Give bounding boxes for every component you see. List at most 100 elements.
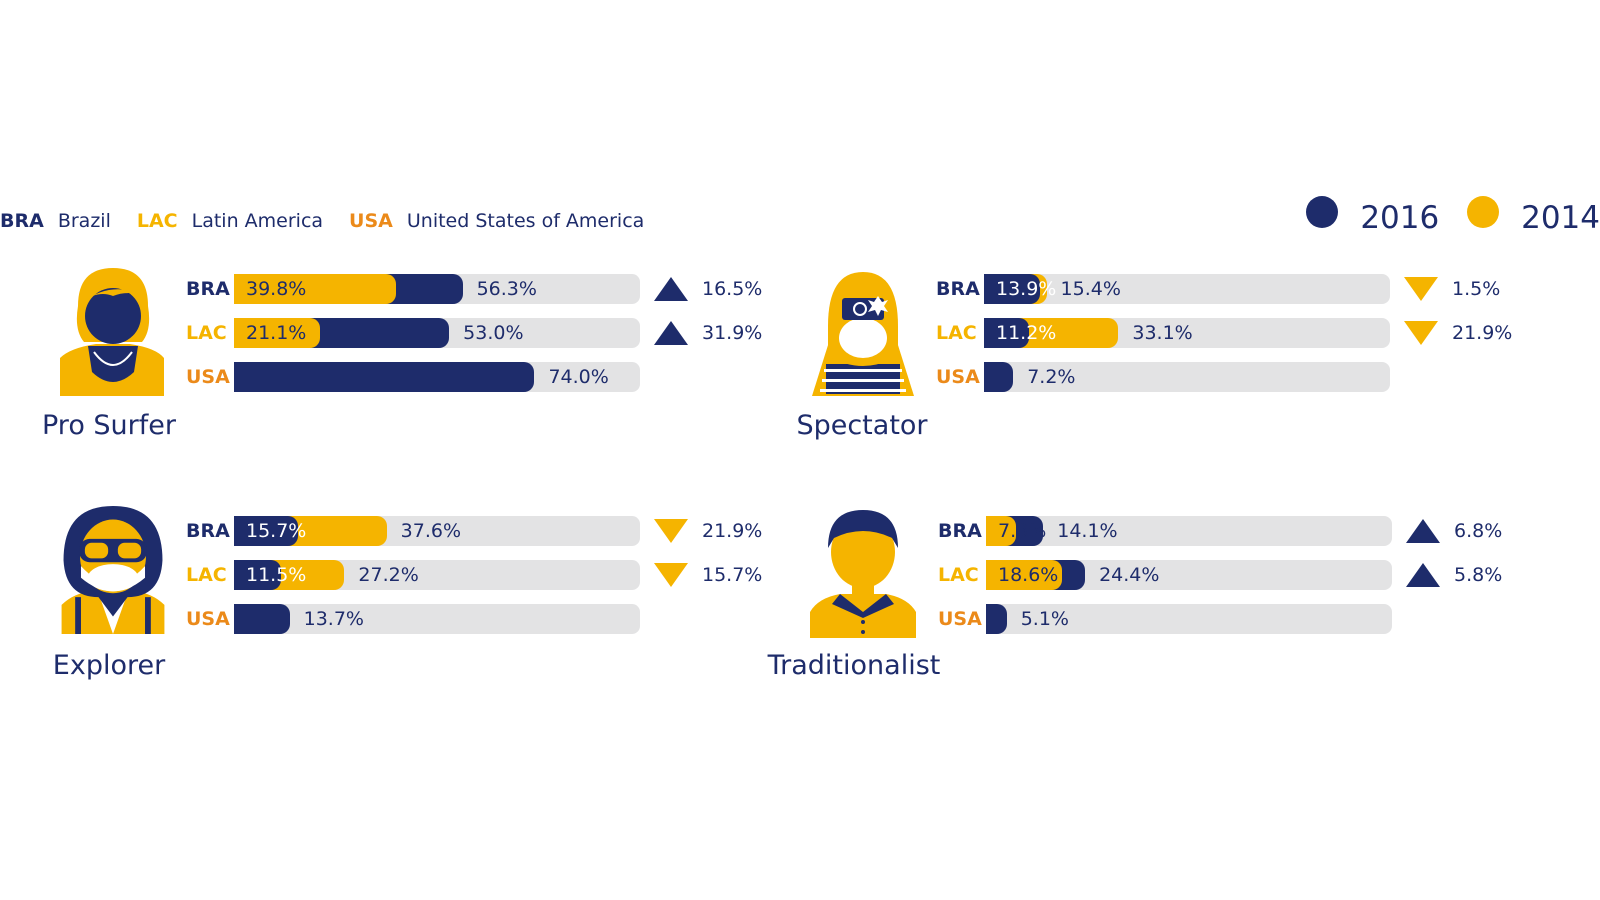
bar-row-traditionalist-usa: USA 5.1% <box>938 604 1516 634</box>
change-value-explorer-lac: 15.7% <box>702 564 763 586</box>
camera-lens <box>853 302 867 316</box>
triangle-up-icon <box>654 321 688 345</box>
panel-title-spectator: Spectator <box>796 410 928 441</box>
bar-track-pro-surfer-lac: 21.1% 53.0% <box>234 318 640 348</box>
row-code-spectator-bra: BRA <box>936 278 980 300</box>
bar-2014-traditionalist-bra <box>986 516 1016 546</box>
bar-2016-spectator-lac <box>984 318 1030 348</box>
label-2016-traditionalist-lac: 24.4% <box>1099 564 1160 586</box>
label-2016-traditionalist-usa: 5.1% <box>1020 608 1069 630</box>
change-traditionalist-bra: 6.8% <box>1406 516 1502 546</box>
label-2016-pro-surfer-bra: 56.3% <box>476 278 537 300</box>
bar-track-traditionalist-lac: 18.6% 24.4% <box>986 560 1392 590</box>
legend-label-bra: Brazil <box>57 210 111 232</box>
triangle-up-icon <box>1406 519 1440 543</box>
label-2016-spectator-lac: 11.2% <box>996 322 1057 344</box>
year-2014-dot <box>1467 196 1500 228</box>
label-2014-spectator-bra: 15.4% <box>1060 278 1121 300</box>
change-explorer-bra: 21.9% <box>654 516 762 546</box>
row-code-traditionalist-lac: LAC <box>938 564 979 586</box>
spectator-stripe-2 <box>822 379 904 382</box>
row-code-spectator-usa: USA <box>936 366 980 388</box>
legend-label-usa: United States of America <box>406 210 645 232</box>
pro-surfer-avatar <box>60 268 164 396</box>
spectator-stripe-1 <box>824 369 902 372</box>
bar-row-pro-surfer-bra: BRA 39.8% 56.3% 16.5% <box>186 274 764 304</box>
region-legend: BRA Brazil LAC Latin America USA United … <box>0 206 670 236</box>
bar-row-spectator-lac: LAC 11.2% 33.1% 21.9% <box>936 318 1514 348</box>
bar-row-explorer-usa: USA 13.7% <box>186 604 764 634</box>
panel-title-explorer: Explorer <box>52 650 166 681</box>
change-value-traditionalist-bra: 6.8% <box>1454 520 1503 542</box>
spectator-avatar <box>812 272 914 396</box>
change-value-spectator-bra: 1.5% <box>1452 278 1501 300</box>
bar-2016-explorer-usa <box>234 604 290 634</box>
change-pro-surfer-bra: 16.5% <box>654 274 762 304</box>
change-value-traditionalist-lac: 5.8% <box>1454 564 1503 586</box>
triangle-down-icon <box>1404 321 1438 345</box>
panel-title-traditionalist: Traditionalist <box>767 650 941 681</box>
bar-2016-traditionalist-usa <box>986 604 1007 634</box>
bar-2016-pro-surfer-usa <box>234 362 535 392</box>
bar-2016-spectator-usa <box>984 362 1014 392</box>
bar-track-pro-surfer-bra: 39.8% 56.3% <box>234 274 640 304</box>
triangle-up-icon <box>1406 563 1440 587</box>
year-legend-2016: 2016 <box>1306 196 1439 236</box>
label-2016-pro-surfer-usa: 74.0% <box>548 366 609 388</box>
bar-track-explorer-bra: 15.7% 37.6% <box>234 516 640 546</box>
row-code-traditionalist-bra: BRA <box>938 520 982 542</box>
label-2016-explorer-bra: 15.7% <box>246 520 307 542</box>
change-value-explorer-bra: 21.9% <box>702 520 763 542</box>
change-spectator-lac: 21.9% <box>1404 318 1512 348</box>
label-2016-explorer-usa: 13.7% <box>303 608 364 630</box>
year-2016-label: 2016 <box>1360 200 1440 236</box>
row-code-pro-surfer-usa: USA <box>186 366 230 388</box>
traditionalist-avatar <box>810 510 916 638</box>
bar-row-spectator-usa: USA 7.2% <box>936 362 1514 392</box>
bar-track-pro-surfer-usa: 74.0% <box>234 362 640 392</box>
label-2014-pro-surfer-bra: 39.8% <box>246 278 307 300</box>
year-2016-dot <box>1306 196 1339 228</box>
bar-track-traditionalist-usa: 5.1% <box>986 604 1392 634</box>
bar-row-pro-surfer-usa: USA 74.0% <box>186 362 764 392</box>
bar-2014-traditionalist-lac <box>986 560 1062 590</box>
row-code-explorer-usa: USA <box>186 608 230 630</box>
change-explorer-lac: 15.7% <box>654 560 762 590</box>
bar-2014-pro-surfer-lac <box>234 318 320 348</box>
row-code-explorer-bra: BRA <box>186 520 230 542</box>
year-2014-label: 2014 <box>1521 200 1600 236</box>
bar-row-explorer-bra: BRA 15.7% 37.6% 21.9% <box>186 516 764 546</box>
spectator-face <box>839 318 887 358</box>
row-code-pro-surfer-lac: LAC <box>186 322 227 344</box>
label-2016-spectator-usa: 7.2% <box>1027 366 1076 388</box>
explorer-mask <box>87 564 139 592</box>
panel-title-pro-surfer: Pro Surfer <box>42 410 176 441</box>
label-2014-traditionalist-lac: 18.6% <box>998 564 1059 586</box>
change-traditionalist-lac: 5.8% <box>1406 560 1502 590</box>
bar-row-pro-surfer-lac: LAC 21.1% 53.0% 31.9% <box>186 318 764 348</box>
bar-track-spectator-usa: 7.2% <box>984 362 1390 392</box>
triangle-down-icon <box>1404 277 1438 301</box>
row-code-explorer-lac: LAC <box>186 564 227 586</box>
label-2016-spectator-bra: 13.9% <box>996 278 1057 300</box>
legend-code-bra: BRA <box>0 210 44 232</box>
goggles-lens-left <box>84 542 109 559</box>
label-2014-traditionalist-bra: 7.3% <box>998 520 1047 542</box>
row-code-traditionalist-usa: USA <box>938 608 982 630</box>
change-value-spectator-lac: 21.9% <box>1452 322 1513 344</box>
traditionalist-hair <box>828 510 898 548</box>
change-spectator-bra: 1.5% <box>1404 274 1500 304</box>
triangle-down-icon <box>654 563 688 587</box>
legend-code-usa: USA <box>349 210 393 232</box>
traditionalist-face <box>831 516 895 588</box>
camera-flash-icon <box>868 296 888 316</box>
bar-2016-explorer-bra <box>234 516 298 546</box>
spectator-stripe-3 <box>820 389 906 392</box>
button-1 <box>861 620 865 624</box>
surfer-necklace <box>93 351 133 366</box>
change-value-pro-surfer-lac: 31.9% <box>702 322 763 344</box>
label-2016-pro-surfer-lac: 53.0% <box>463 322 524 344</box>
bar-row-traditionalist-bra: BRA 7.3% 14.1% 6.8% <box>938 516 1516 546</box>
legend-label-lac: Latin America <box>191 210 324 232</box>
triangle-up-icon <box>654 277 688 301</box>
